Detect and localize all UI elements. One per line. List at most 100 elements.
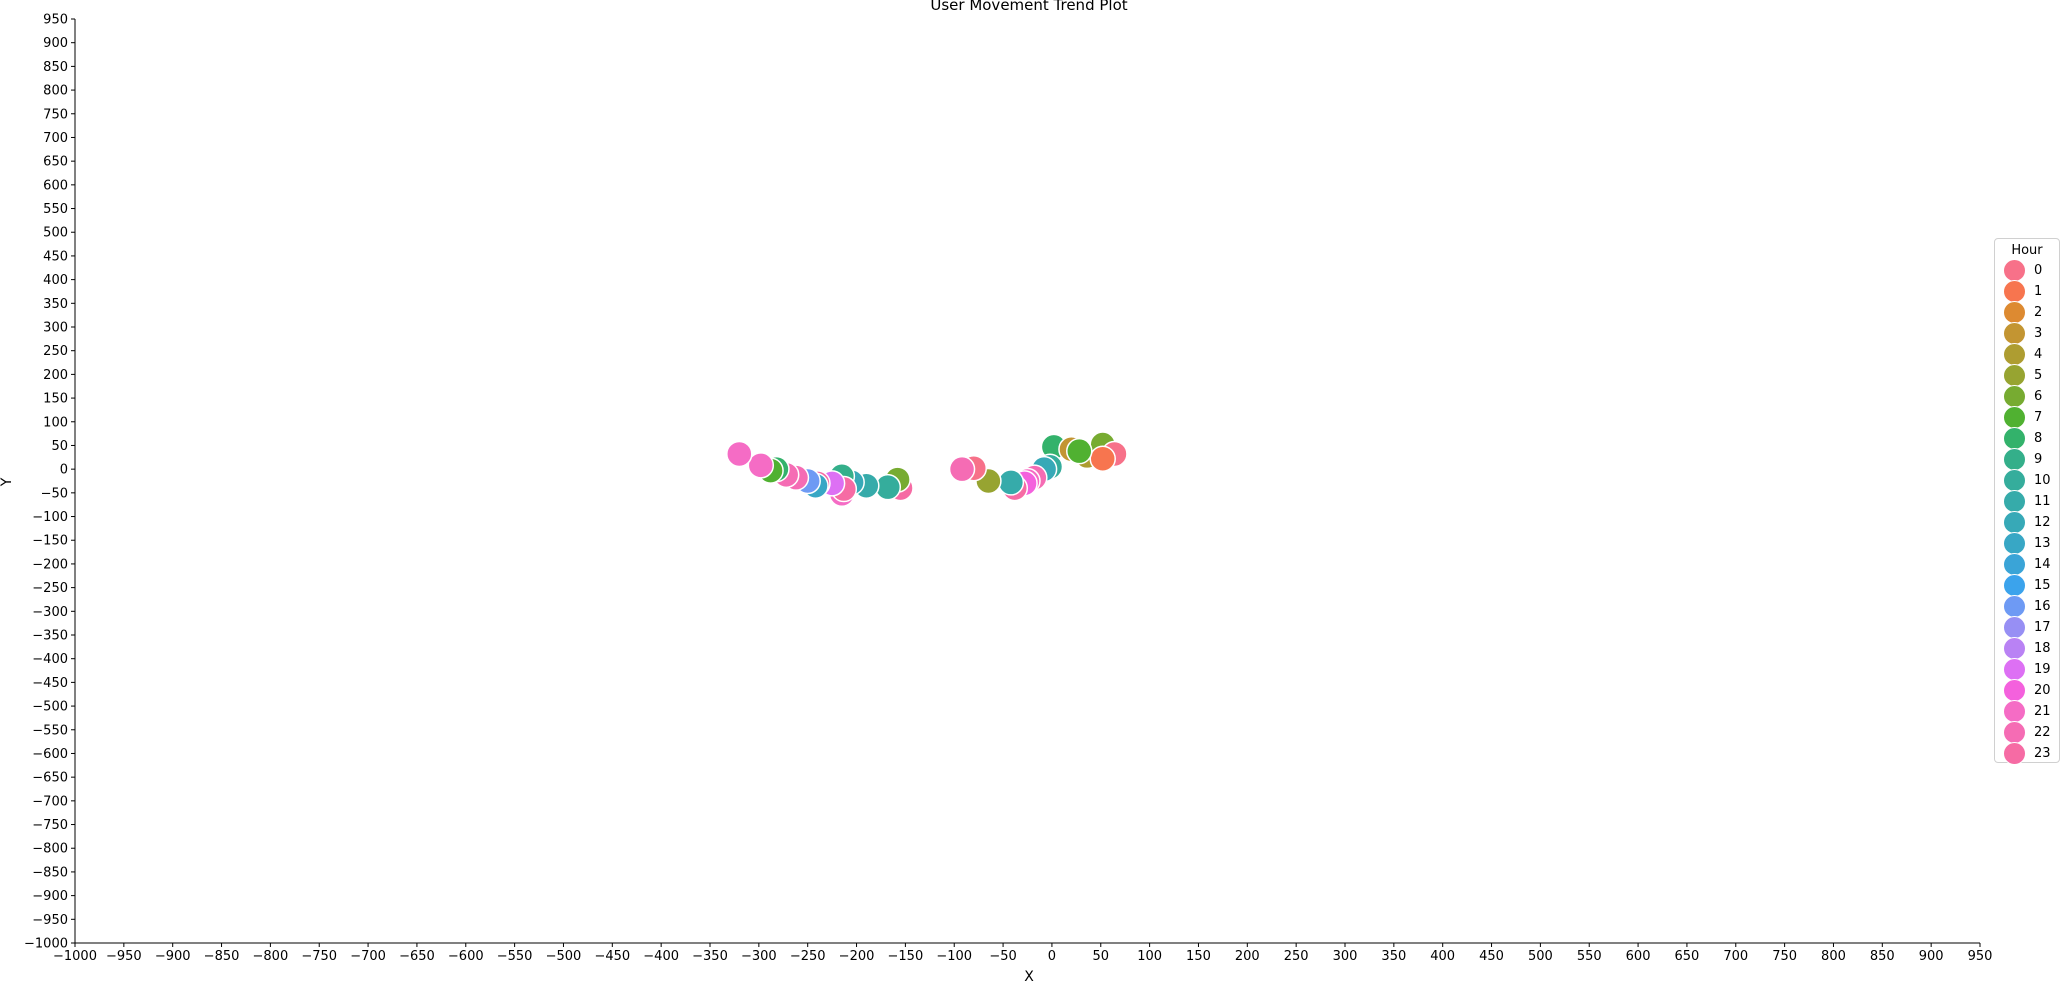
y-tick-label: 850 bbox=[43, 60, 68, 75]
legend-item: 3 bbox=[1995, 322, 2059, 345]
y-tick-label: 100 bbox=[43, 415, 68, 430]
legend-swatch bbox=[2003, 595, 2026, 618]
legend-label: 19 bbox=[2034, 662, 2051, 677]
legend-item: 23 bbox=[1995, 742, 2059, 765]
legend-label: 10 bbox=[2034, 473, 2051, 488]
x-tick-label: −50 bbox=[989, 949, 1016, 964]
x-tick-label: 300 bbox=[1333, 949, 1358, 964]
x-tick-label: −200 bbox=[839, 949, 875, 964]
legend-label: 21 bbox=[2034, 704, 2051, 719]
legend-label: 13 bbox=[2034, 536, 2051, 551]
legend-items: 0 1 2 3 4 5 6 7 8 9 10 11 12 13 14 15 16 17 18 19 20 21 22 23 bbox=[1995, 259, 2059, 765]
legend-swatch bbox=[2003, 490, 2026, 513]
legend-label: 7 bbox=[2034, 410, 2043, 425]
y-tick-label: −250 bbox=[32, 581, 68, 596]
legend-item: 15 bbox=[1995, 574, 2059, 597]
legend-item: 6 bbox=[1995, 385, 2059, 408]
x-tick-label: −900 bbox=[155, 949, 191, 964]
x-tick-label: 900 bbox=[1919, 949, 1944, 964]
data-point bbox=[747, 452, 775, 479]
legend-swatch bbox=[2003, 406, 2026, 429]
legend-label: 3 bbox=[2034, 326, 2043, 341]
x-tick-label: 600 bbox=[1626, 949, 1651, 964]
x-tick-label: −500 bbox=[546, 949, 582, 964]
y-tick-label: −150 bbox=[32, 534, 68, 549]
y-tick-label: 650 bbox=[43, 155, 68, 170]
x-tick-label: 850 bbox=[1870, 949, 1895, 964]
legend-swatch bbox=[2003, 553, 2026, 576]
legend-label: 14 bbox=[2034, 557, 2051, 572]
y-tick-label: 300 bbox=[43, 321, 68, 336]
legend-label: 12 bbox=[2034, 515, 2051, 530]
legend-item: 7 bbox=[1995, 406, 2059, 429]
legend-swatch bbox=[2003, 259, 2026, 282]
y-tick-label: 750 bbox=[43, 107, 68, 122]
legend-label: 22 bbox=[2034, 725, 2051, 740]
x-tick-label: 150 bbox=[1186, 949, 1211, 964]
legend-item: 9 bbox=[1995, 448, 2059, 471]
x-axis-title: X bbox=[1024, 969, 1034, 985]
x-tick-label: −550 bbox=[497, 949, 533, 964]
legend-label: 18 bbox=[2034, 641, 2051, 656]
legend-item: 17 bbox=[1995, 616, 2059, 639]
y-tick-label: −200 bbox=[32, 557, 68, 572]
y-tick-label: −700 bbox=[32, 794, 68, 809]
x-tick-label: 0 bbox=[1048, 949, 1056, 964]
legend-swatch bbox=[2003, 679, 2026, 702]
legend-item: 5 bbox=[1995, 364, 2059, 387]
x-tick-label: 500 bbox=[1528, 949, 1553, 964]
legend-label: 4 bbox=[2034, 347, 2043, 362]
x-tick-label: −850 bbox=[204, 949, 240, 964]
y-tick-label: −800 bbox=[32, 842, 68, 857]
legend-title: Hour bbox=[2011, 243, 2043, 258]
x-tick-label: −450 bbox=[594, 949, 630, 964]
legend-swatch bbox=[2003, 616, 2026, 639]
legend-label: 9 bbox=[2034, 452, 2043, 467]
legend-label: 23 bbox=[2034, 746, 2051, 761]
legend-label: 5 bbox=[2034, 368, 2043, 383]
legend-swatch bbox=[2003, 301, 2026, 324]
data-point bbox=[726, 440, 753, 468]
x-tick-label: −600 bbox=[448, 949, 484, 964]
legend-item: 8 bbox=[1995, 427, 2059, 450]
legend-label: 2 bbox=[2034, 305, 2043, 320]
legend-item: 22 bbox=[1995, 721, 2059, 744]
y-tick-label: −750 bbox=[32, 818, 68, 833]
legend-swatch bbox=[2003, 658, 2026, 681]
legend-swatch bbox=[2003, 448, 2026, 471]
y-tick-label: 950 bbox=[43, 13, 68, 28]
legend-swatch bbox=[2003, 721, 2026, 744]
y-tick-label: 50 bbox=[51, 439, 68, 454]
legend-swatch bbox=[2003, 280, 2026, 303]
legend-swatch bbox=[2003, 427, 2026, 450]
y-tick-label: 900 bbox=[43, 36, 68, 51]
y-tick-label: −350 bbox=[32, 629, 68, 644]
x-tick-label: 400 bbox=[1430, 949, 1455, 964]
data-point bbox=[948, 455, 976, 483]
y-tick-label: −300 bbox=[32, 605, 68, 620]
x-tick-label: 200 bbox=[1235, 949, 1260, 964]
legend-swatch bbox=[2003, 637, 2026, 660]
x-tick-label: −250 bbox=[790, 949, 826, 964]
legend-item: 16 bbox=[1995, 595, 2059, 618]
legend-swatch bbox=[2003, 385, 2026, 408]
legend-label: 20 bbox=[2034, 683, 2051, 698]
legend-swatch bbox=[2003, 742, 2026, 765]
legend-label: 1 bbox=[2034, 284, 2043, 299]
data-point bbox=[1089, 445, 1116, 472]
y-tick-label: −650 bbox=[32, 771, 68, 786]
y-axis: −1000−950−900−850−800−750−700−650−600−55… bbox=[24, 13, 76, 952]
y-tick-label: −1000 bbox=[24, 937, 68, 952]
x-tick-label: 750 bbox=[1772, 949, 1797, 964]
y-tick-label: 0 bbox=[60, 463, 68, 478]
y-tick-label: −900 bbox=[32, 889, 68, 904]
legend-item: 10 bbox=[1995, 469, 2059, 492]
legend-item: 12 bbox=[1995, 511, 2059, 534]
x-tick-label: −400 bbox=[643, 949, 679, 964]
legend-item: 11 bbox=[1995, 490, 2059, 513]
legend-swatch bbox=[2003, 322, 2026, 345]
legend-swatch bbox=[2003, 700, 2026, 723]
x-tick-label: −150 bbox=[888, 949, 924, 964]
x-tick-label: 450 bbox=[1479, 949, 1504, 964]
y-tick-label: −950 bbox=[32, 913, 68, 928]
